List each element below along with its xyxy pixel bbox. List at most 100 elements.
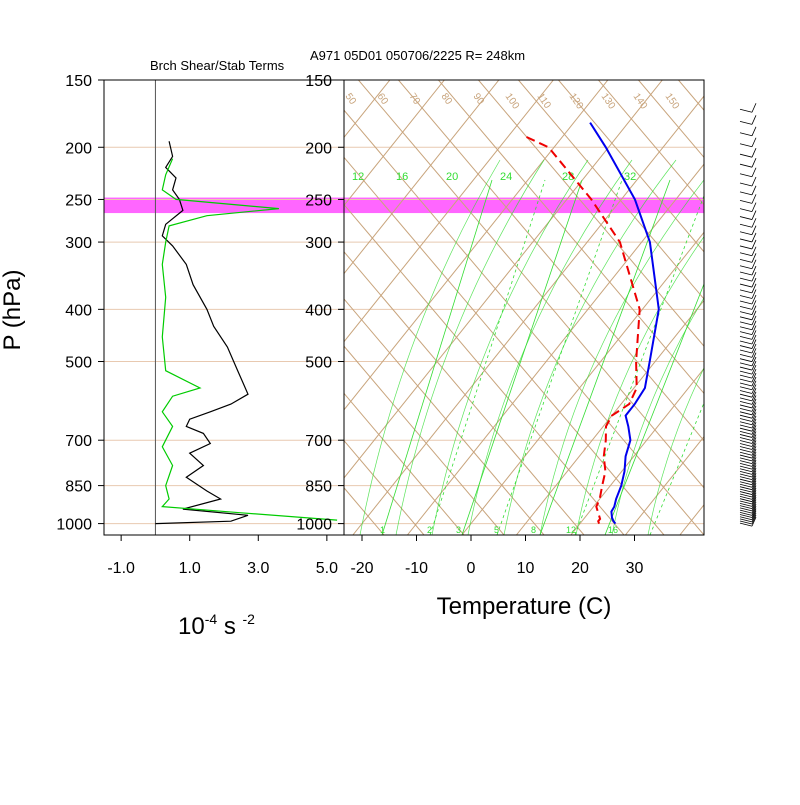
wind-barb-flag bbox=[751, 300, 757, 310]
wind-barb-shaft bbox=[739, 182, 753, 187]
wind-barb-shaft bbox=[739, 440, 753, 444]
pressure-tick-label-right: 1000 bbox=[296, 517, 332, 534]
moist-adiabat-line bbox=[467, 159, 633, 535]
wind-barb-flag bbox=[751, 492, 757, 502]
wind-barb-flag bbox=[751, 158, 757, 168]
pressure-tick-label-left: 1000 bbox=[56, 517, 92, 534]
wind-barb-shaft bbox=[739, 473, 753, 478]
pressure-tick-label-left: 200 bbox=[65, 140, 92, 157]
dry-adiabat-line bbox=[344, 156, 665, 535]
wind-barb-shaft bbox=[739, 460, 753, 465]
wind-barb-flag bbox=[751, 225, 757, 235]
moist-adiabat-line bbox=[539, 179, 704, 535]
wind-barb-shaft bbox=[739, 191, 753, 196]
dry-adiabat-line bbox=[517, 80, 704, 300]
wind-barb-shaft bbox=[739, 306, 753, 310]
wind-barb-shaft bbox=[739, 331, 753, 336]
wind-barb-flag bbox=[751, 343, 757, 354]
wind-barb-flag bbox=[751, 202, 757, 212]
wind-barb-flag bbox=[751, 418, 757, 429]
wind-barb-flag bbox=[751, 462, 757, 472]
wind-barb-flag bbox=[751, 454, 757, 464]
pressure-tick-label-left: 500 bbox=[65, 355, 92, 372]
wind-barb-flag bbox=[751, 478, 757, 488]
mixing-ratio-label-bottom: 16 bbox=[608, 525, 618, 535]
wind-barb-shaft bbox=[739, 208, 753, 213]
wind-barb-shaft bbox=[739, 216, 753, 220]
wind-barb-flag bbox=[751, 409, 757, 419]
wind-barb-shaft bbox=[739, 471, 753, 475]
wind-barb-flag bbox=[751, 194, 757, 204]
wind-barb-flag bbox=[751, 480, 757, 490]
isotherm-line bbox=[344, 80, 609, 411]
wind-barb-shaft bbox=[739, 498, 753, 503]
dry-adiabat-line bbox=[344, 392, 465, 535]
wind-barb-shaft bbox=[739, 354, 753, 358]
pressure-tick-label-right: 150 bbox=[305, 73, 332, 90]
mixing-ratio-label-bottom: 12 bbox=[566, 525, 576, 535]
mixing-ratio-line bbox=[604, 282, 704, 535]
dry-adiabat-line bbox=[344, 251, 585, 535]
wind-barb-flag bbox=[751, 185, 757, 196]
dry-adiabat-line bbox=[357, 80, 704, 489]
wind-barb-flag bbox=[751, 499, 757, 509]
wind-barb-shaft bbox=[739, 316, 753, 321]
wind-barb-shaft bbox=[739, 493, 753, 498]
dry-adiabat-line bbox=[344, 298, 545, 535]
shear-units-label: 10-4 s -2 bbox=[178, 611, 255, 640]
wind-barb-flag bbox=[751, 126, 757, 136]
wind-barb-shaft bbox=[739, 349, 753, 354]
wind-barb-shaft bbox=[739, 434, 753, 438]
wind-barb-shaft bbox=[739, 424, 753, 429]
wind-barb-shaft bbox=[739, 448, 753, 453]
wind-barb-flag bbox=[751, 253, 757, 263]
wind-barb-flag bbox=[751, 494, 757, 505]
wind-barb-shaft bbox=[739, 386, 753, 391]
temperature-tick-label: -20 bbox=[350, 560, 373, 577]
wind-barb-flag bbox=[751, 422, 757, 432]
wind-barb-shaft bbox=[739, 495, 753, 500]
wind-barb-shaft bbox=[739, 300, 753, 305]
mixing-ratio-line bbox=[574, 194, 704, 535]
temperature-tick-label: 10 bbox=[517, 560, 535, 577]
wind-barb-flag bbox=[751, 137, 757, 147]
wind-barb-flag bbox=[751, 364, 757, 375]
wind-barb-shaft bbox=[739, 366, 753, 371]
wind-barb-flag bbox=[751, 315, 757, 326]
mixing-ratio-label-bottom: 1 bbox=[380, 525, 385, 535]
wind-barb-flag bbox=[751, 259, 757, 269]
wind-barb-flag bbox=[751, 395, 757, 405]
wind-barb-shaft bbox=[739, 370, 753, 375]
wind-barb-shaft bbox=[739, 522, 753, 527]
wind-barb-flag bbox=[751, 265, 757, 276]
theta-label: 150 bbox=[663, 91, 682, 111]
isotherm-line bbox=[344, 80, 445, 207]
wind-barb-flag bbox=[751, 437, 757, 447]
moist-adiabat-line bbox=[503, 159, 677, 535]
wind-barb-shaft bbox=[739, 514, 753, 518]
theta-label: 130 bbox=[599, 91, 618, 111]
wind-barb-flag bbox=[751, 294, 757, 305]
wind-barb-flag bbox=[751, 372, 757, 383]
y-axis-label: P (hPa) bbox=[0, 270, 26, 351]
wind-barb-flag bbox=[751, 431, 757, 441]
mixing-ratio-label-top: 20 bbox=[446, 171, 458, 183]
pressure-tick-label-left: 850 bbox=[65, 479, 92, 496]
left-x-tick-label: 1.0 bbox=[179, 560, 201, 577]
wind-barb-flag bbox=[751, 246, 757, 256]
wind-barb-flag bbox=[751, 391, 757, 401]
moist-adiabat-line bbox=[359, 159, 501, 535]
pressure-tick-label-right: 200 bbox=[305, 140, 332, 157]
pressure-tick-label-right: 700 bbox=[305, 433, 332, 450]
wind-barb-shaft bbox=[739, 491, 753, 495]
wind-barb-flag bbox=[751, 239, 757, 250]
wind-barb-flag bbox=[751, 465, 757, 475]
wind-barb-shaft bbox=[739, 401, 753, 405]
wind-barb-shaft bbox=[739, 454, 753, 459]
wind-barb-shaft bbox=[739, 520, 753, 525]
pressure-tick-label-left: 250 bbox=[65, 192, 92, 209]
wind-barb-shaft bbox=[739, 476, 753, 481]
theta-label: 50 bbox=[343, 91, 359, 107]
units-exp2: -2 bbox=[243, 611, 256, 627]
